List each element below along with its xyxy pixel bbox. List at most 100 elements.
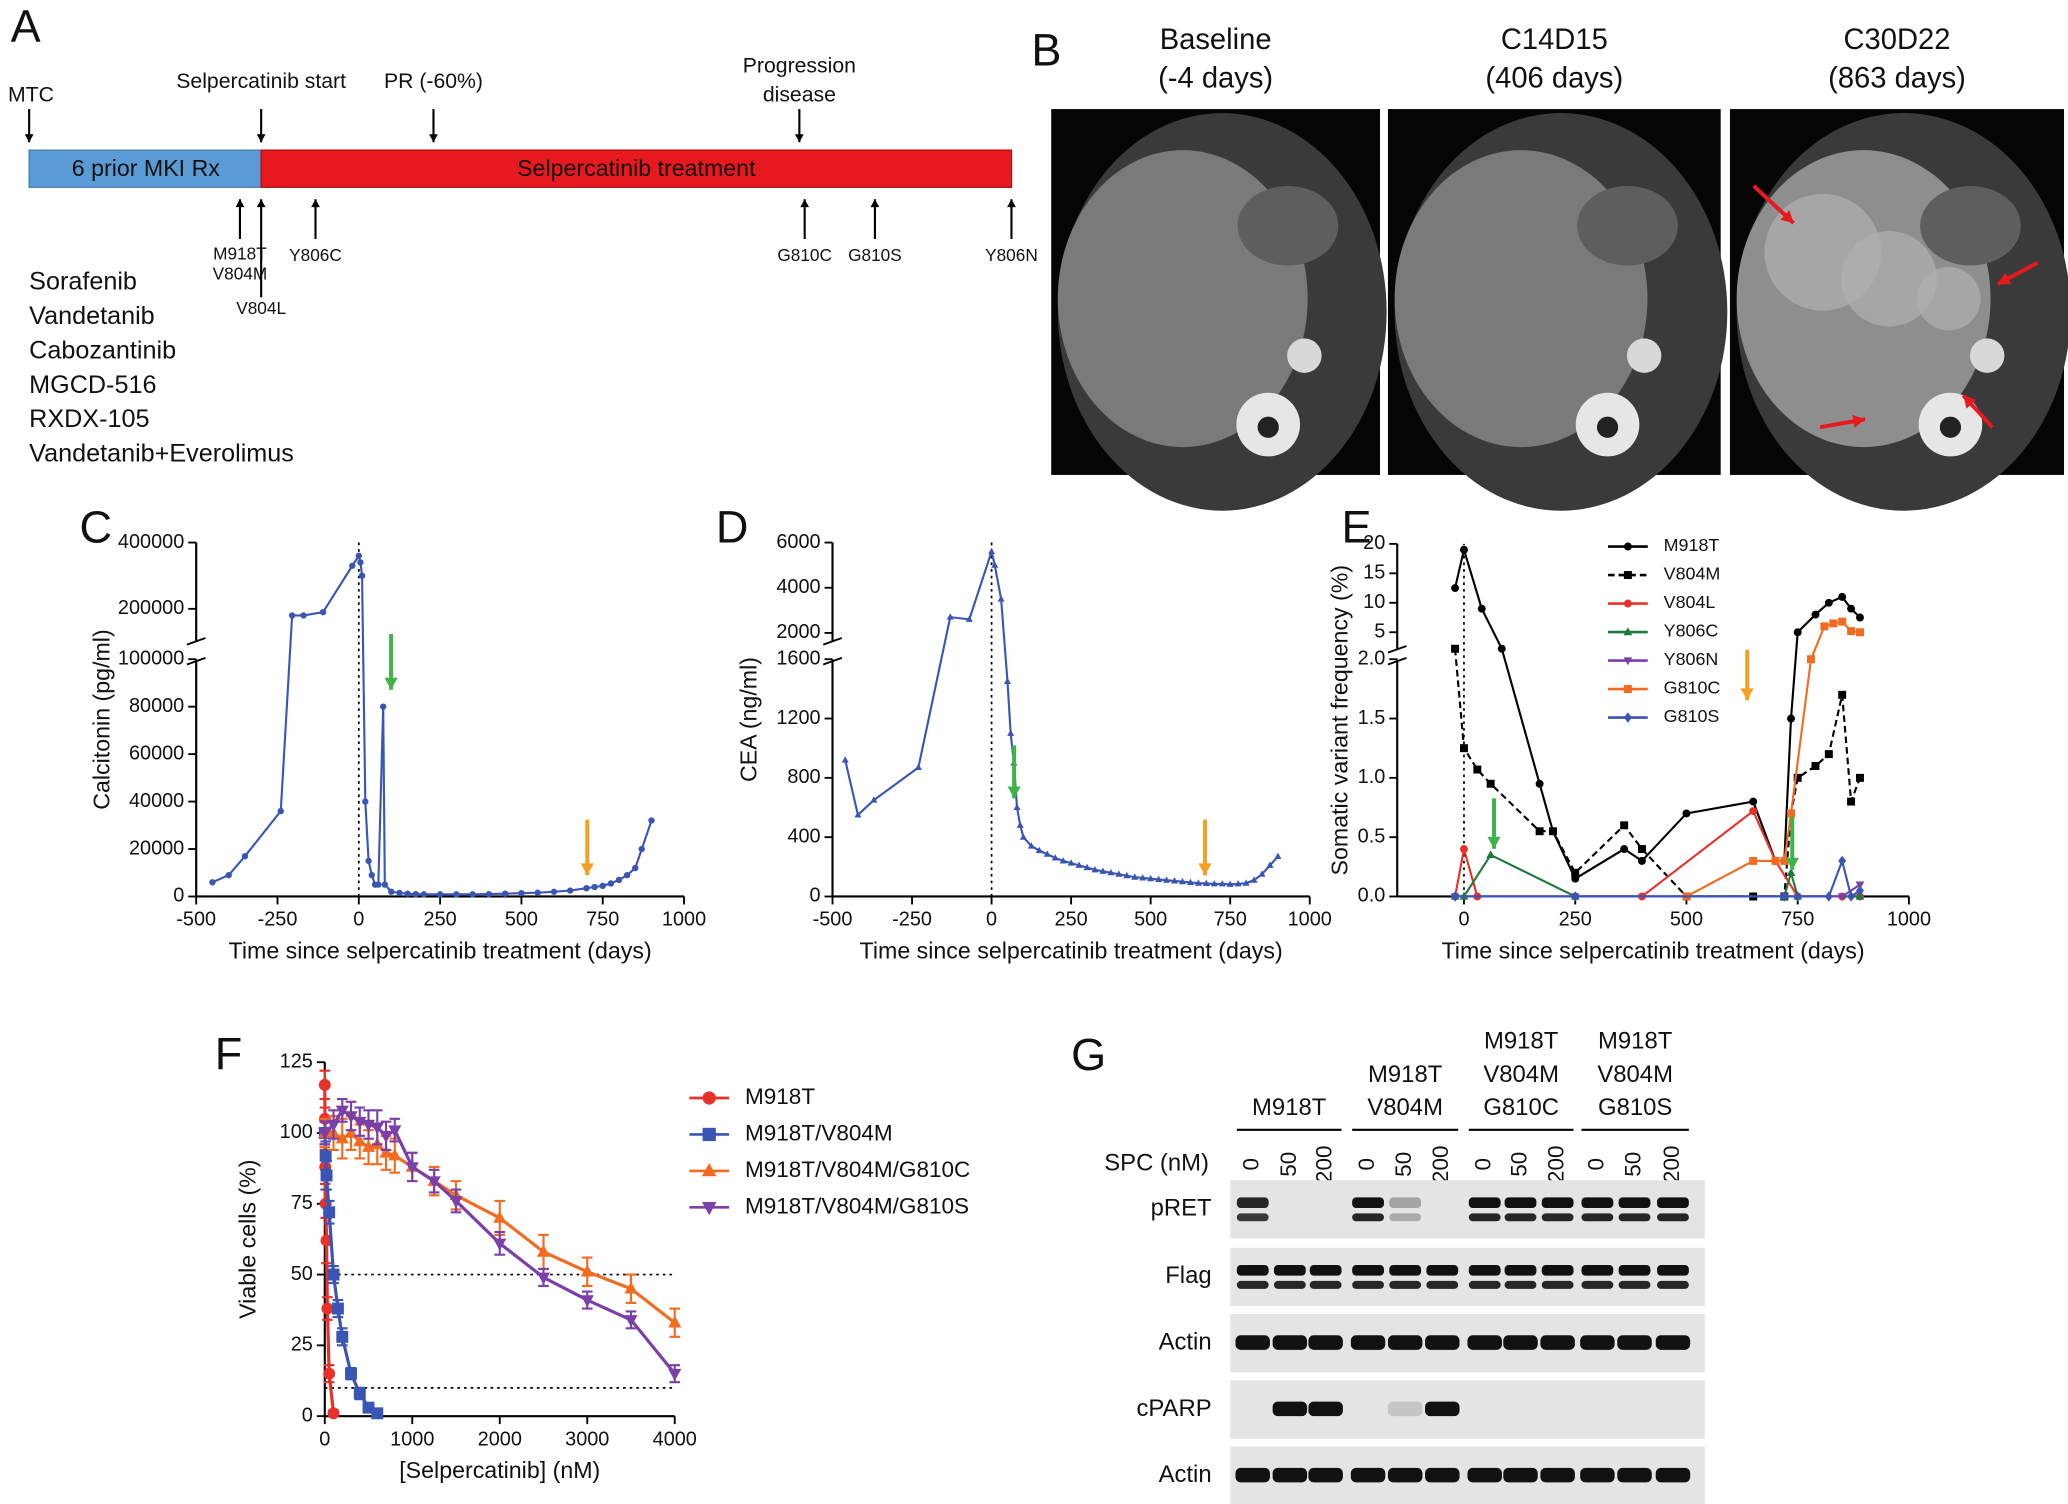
legend-marker (1623, 599, 1632, 608)
arrow-head (1780, 210, 1794, 224)
blot-band (1581, 1265, 1614, 1276)
blot-band (1387, 1401, 1423, 1417)
data-point (1016, 821, 1024, 828)
data-point (1477, 604, 1486, 613)
data-point (349, 562, 356, 569)
data-point (534, 889, 541, 896)
data-point (241, 852, 249, 860)
data-point (1847, 891, 1856, 902)
data-point (1793, 628, 1802, 637)
legend-marker (1623, 571, 1632, 580)
y-tick-label: 40000 (129, 790, 184, 812)
y-tick-label: 1.0 (1358, 766, 1386, 788)
blot-band (1350, 1335, 1386, 1350)
arrow-head (794, 134, 804, 143)
axis-break (1387, 657, 1407, 666)
blot-band (1541, 1280, 1574, 1289)
data-point (1007, 729, 1015, 736)
data-point (318, 1128, 332, 1141)
data-point (381, 881, 389, 888)
group-label: M918T (1598, 1028, 1673, 1055)
data-point (580, 1295, 594, 1308)
data-point (353, 1387, 366, 1400)
dose-label: 50 (1620, 1152, 1645, 1177)
timeline-treatment (260, 149, 1013, 188)
scan-subtitle: (406 days) (1485, 63, 1623, 95)
data-point (380, 703, 387, 710)
data-point (1548, 827, 1557, 836)
data-point (1218, 880, 1226, 887)
series-line (844, 547, 1279, 886)
data-point (1749, 856, 1758, 865)
event-label: Selpercatinib start (176, 70, 346, 93)
arrow-head (24, 134, 34, 143)
ct-stomach (1237, 185, 1339, 266)
blot-band (1504, 1197, 1537, 1209)
y-tick-label: 1600 (776, 647, 820, 669)
data-point (1019, 833, 1027, 840)
panel-label: F (215, 1028, 243, 1079)
arrow-head (1007, 786, 1021, 799)
data-point (1194, 879, 1202, 886)
blot-band (1504, 1265, 1537, 1276)
blot-band (1352, 1280, 1384, 1289)
blot-band (1540, 1467, 1575, 1483)
data-point (420, 891, 428, 898)
blot-band (1580, 1335, 1615, 1350)
series-line (1455, 853, 1860, 898)
x-tick-label: 3000 (565, 1428, 609, 1450)
data-point (1131, 873, 1139, 880)
data-point (854, 811, 862, 818)
x-tick-label: -250 (258, 909, 298, 931)
legend-marker (701, 1202, 717, 1216)
data-point (997, 595, 1005, 602)
x-axis-label: Time since selpercatinib treatment (days… (860, 937, 1283, 963)
data-point (335, 1105, 349, 1118)
y-tick-label: 1200 (776, 707, 820, 729)
data-point (946, 613, 954, 620)
data-point (1013, 803, 1021, 811)
blot-band (1236, 1265, 1269, 1276)
legend-marker (1623, 542, 1632, 551)
blot-band (1308, 1335, 1343, 1350)
blot-band (1273, 1280, 1306, 1289)
legend-label: V804L (1664, 592, 1716, 612)
data-point (388, 888, 395, 895)
data-point (355, 552, 362, 559)
data-point (1637, 845, 1646, 854)
legend-label: M918T (1664, 535, 1720, 555)
ct-lesion (1916, 266, 1981, 331)
data-point (436, 891, 444, 898)
data-point (1139, 874, 1147, 881)
row-label: Actin (1159, 1329, 1212, 1356)
scan-title: Baseline (1160, 24, 1272, 56)
data-point (209, 879, 216, 886)
data-point (1155, 875, 1163, 882)
row-label: Actin (1159, 1461, 1212, 1488)
y-tick-label: 200000 (118, 597, 184, 619)
data-point (362, 1401, 375, 1414)
blot-band (1387, 1467, 1423, 1483)
data-point (536, 1272, 551, 1285)
data-point (1099, 867, 1107, 874)
data-point (1027, 842, 1035, 849)
data-point (1226, 880, 1234, 887)
data-point (1787, 809, 1795, 818)
x-tick-label: 1000 (662, 909, 706, 931)
data-point (1091, 865, 1099, 873)
row-label: Flag (1165, 1262, 1211, 1289)
arrow-head (256, 134, 266, 143)
blot-band (1541, 1197, 1574, 1209)
y-tick-label: 0.0 (1358, 885, 1386, 907)
data-point (1620, 845, 1629, 854)
data-point (1838, 592, 1847, 601)
y-tick-label: 2000 (776, 621, 820, 643)
data-point (1451, 584, 1460, 593)
data-point (1824, 598, 1833, 607)
y-tick-label: 0 (302, 1404, 313, 1426)
data-point (624, 1281, 638, 1294)
x-tick-label: 0 (319, 1428, 330, 1450)
blot-background (1230, 1247, 1705, 1307)
data-point (326, 1119, 341, 1132)
legend-label: M918T (745, 1084, 815, 1109)
